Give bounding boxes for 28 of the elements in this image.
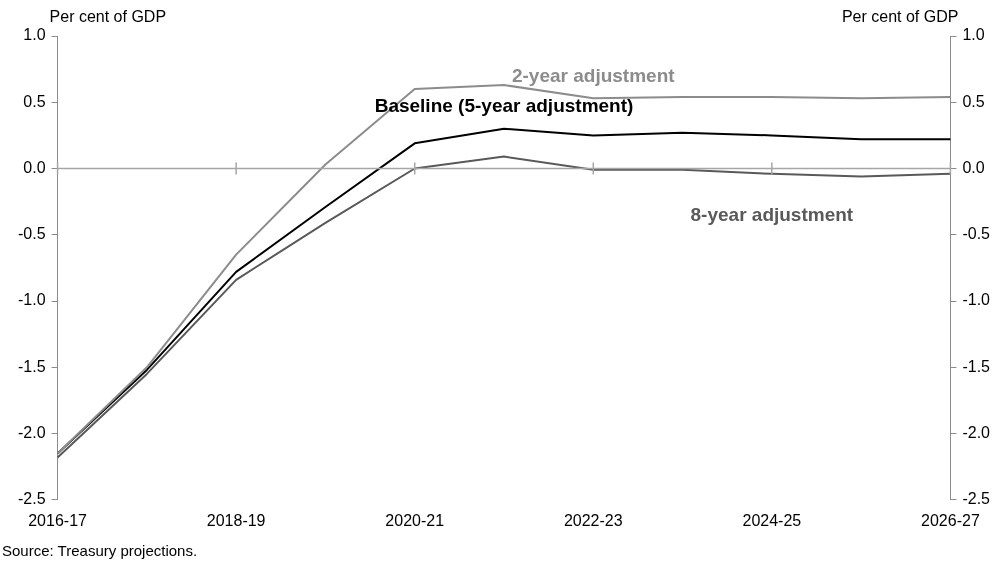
y2-tick-label: -1.0 — [962, 291, 991, 309]
y2-tick-label: 0.5 — [962, 92, 985, 110]
y2-tick-label: -0.5 — [962, 225, 991, 243]
x-tick-label: 2024-25 — [742, 511, 802, 529]
y-tick-label: 0.5 — [23, 92, 46, 110]
x-tick-label: 2020-21 — [385, 511, 445, 529]
x-tick-label: 2016-17 — [28, 511, 88, 529]
y2-tick-label: -1.5 — [962, 357, 991, 375]
y2-tick-label: 1.0 — [962, 26, 985, 44]
y-tick-label: 1.0 — [23, 26, 46, 44]
x-tick-label: 2022-23 — [563, 511, 623, 529]
y-tick-label: -1.5 — [17, 357, 46, 375]
series-label: Baseline (5-year adjustment) — [374, 94, 634, 116]
y-tick-label: -2.5 — [17, 490, 46, 508]
y-axis-title: Per cent of GDP — [49, 8, 167, 26]
y-tick-label: 0.0 — [23, 158, 46, 176]
source-note: Source: Treasury projections. — [2, 541, 198, 559]
series-label: 8-year adjustment — [690, 204, 854, 226]
y-tick-label: -0.5 — [17, 225, 46, 243]
x-tick-label: 2018-19 — [206, 511, 266, 529]
y2-tick-label: -2.5 — [962, 490, 991, 508]
y2-tick-label: -2.0 — [962, 423, 991, 441]
y-tick-label: -1.0 — [17, 291, 46, 309]
y2-tick-label: 0.0 — [962, 158, 985, 176]
x-tick-label: 2026-27 — [921, 511, 980, 529]
series-label: 2-year adjustment — [511, 64, 676, 86]
y2-axis-title: Per cent of GDP — [841, 8, 959, 26]
y-tick-label: -2.0 — [17, 423, 46, 441]
